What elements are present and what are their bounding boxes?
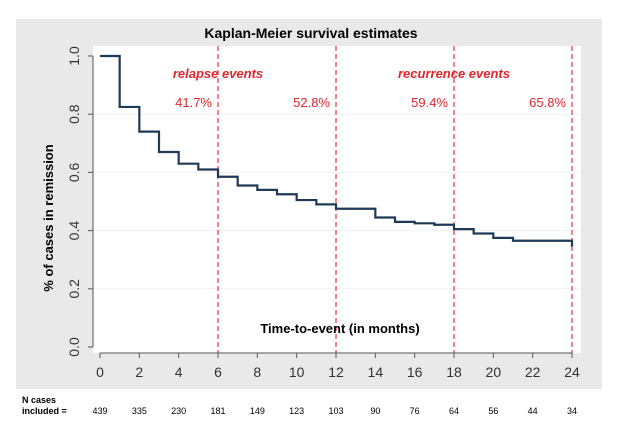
n-cases-4: 230 [171,406,186,416]
x-tick-label-22: 22 [525,364,541,380]
n-cases-row: 439 335 230 181 149 123 103 90 76 64 56 44 34 [92,406,577,416]
y-tick-label-0.6: 0.6 [66,162,82,182]
n-cases-2: 335 [132,406,147,416]
axes [88,55,573,358]
x-tick-label-10: 10 [289,364,305,380]
x-tick-label-0: 0 [96,364,104,380]
y-tick-label-0.8: 0.8 [66,104,82,124]
n-cases-label-line2: included = [22,406,67,416]
n-cases-20: 56 [488,406,498,416]
n-cases-18: 64 [449,406,459,416]
x-tick-label-4: 4 [175,364,183,380]
x-axis-title: Time-to-event (in months) [260,321,419,336]
n-cases-12: 103 [328,406,343,416]
n-cases-10: 123 [289,406,304,416]
x-tick-label-2: 2 [135,364,143,380]
percent-label-2: 59.4% [411,95,448,110]
x-tick-label-24: 24 [564,364,580,380]
percent-label-1: 52.8% [293,95,330,110]
y-tick-label-0: 0.0 [66,337,82,357]
x-tick-label-20: 20 [486,364,502,380]
y-axis-title: % of cases in remission [41,144,56,291]
x-tick-label-6: 6 [214,364,222,380]
n-cases-label-line1: N cases [22,395,56,405]
x-tick-labels: 0 2 4 6 8 10 12 14 16 18 20 22 24 [96,364,580,380]
percent-label-3: 65.8% [529,95,566,110]
y-tick-label-0.2: 0.2 [66,279,82,299]
y-tick-label-1: 1.0 [66,46,82,66]
x-tick-label-12: 12 [328,364,344,380]
x-tick-label-18: 18 [446,364,462,380]
y-tick-label-0.4: 0.4 [66,221,82,241]
n-cases-22: 44 [528,406,538,416]
percent-labels: 41.7% 52.8% 59.4% 65.8% [175,95,566,110]
region-label-1: recurrence events [398,66,510,81]
n-cases-0: 439 [92,406,107,416]
x-tick-label-8: 8 [253,364,261,380]
region-labels: relapse events recurrence events [173,66,510,81]
gridlines [93,113,581,290]
plot-area [93,46,581,353]
x-tick-label-16: 16 [407,364,423,380]
n-cases-16: 76 [410,406,420,416]
y-tick-labels: 0.0 0.2 0.4 0.6 0.8 1.0 [66,46,82,357]
region-label-0: relapse events [173,66,263,81]
threshold-lines [217,46,573,353]
n-cases-24: 34 [567,406,577,416]
chart-title: Kaplan-Meier survival estimates [204,25,417,41]
x-tick-label-14: 14 [368,364,384,380]
n-cases-14: 90 [370,406,380,416]
n-cases-8: 149 [250,406,265,416]
n-cases-6: 181 [210,406,225,416]
survival-step-line [100,54,574,247]
percent-label-0: 41.7% [175,95,212,110]
